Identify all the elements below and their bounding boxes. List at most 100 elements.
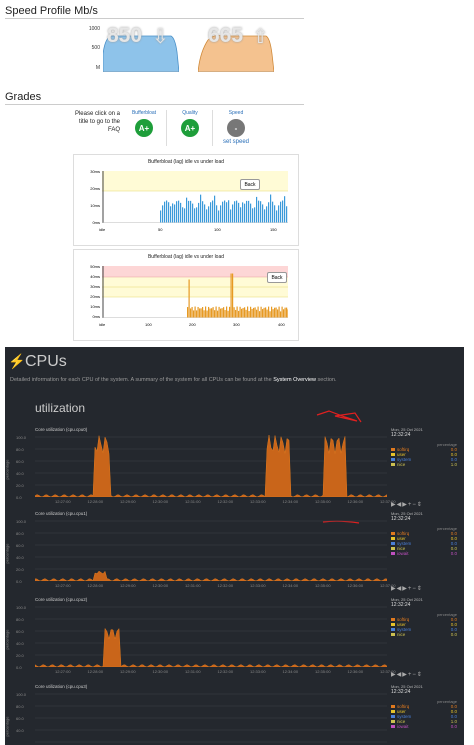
cpu-ytick: 80.0 (16, 447, 24, 452)
grade-bufferbloat[interactable]: Bufferbloat A+ (124, 110, 164, 137)
legend-label: iowait (397, 551, 409, 556)
resize-icon[interactable]: ⇕ (416, 672, 423, 678)
cpu-legend-item[interactable]: nice 0.0 (391, 632, 457, 637)
legend-label: nice (397, 632, 406, 637)
grade-bufferbloat-badge: A+ (135, 119, 153, 137)
cpu-legend-item[interactable]: user 0.0 (391, 452, 457, 457)
cpu-legend-item[interactable]: user 0.0 (391, 622, 457, 627)
cpu-xtick: 12:36:00 (347, 583, 364, 588)
cpu-legend-item[interactable]: system 0.0 (391, 457, 457, 462)
bb1-bar (280, 201, 282, 223)
bb1-bar (224, 200, 226, 223)
bb2-ytick: 20ms (90, 294, 100, 299)
cpu-legend-item[interactable]: softirq 0.0 (391, 617, 457, 622)
bb1-bar (194, 208, 196, 223)
bb2-bar (278, 306, 280, 318)
zoom-in-icon[interactable]: + (407, 672, 413, 678)
zoom-out-icon[interactable]: − (412, 586, 417, 592)
cpu-legend-item[interactable]: softirq 0.0 (391, 531, 457, 536)
grade-quality-label[interactable]: Quality (182, 110, 198, 116)
play-icon[interactable]: ▶ (391, 586, 397, 592)
legend-value: 0.0 (450, 457, 457, 462)
cpu-legend-item[interactable]: iowait 0.0 (391, 551, 457, 556)
bb1-bar (226, 202, 228, 223)
cpu-xtick: 12:27:00 (55, 669, 71, 674)
cpu-legend-item[interactable]: iowait 0.0 (391, 724, 457, 729)
forward-icon[interactable]: ▶ (402, 502, 408, 508)
bb1-bar (244, 203, 246, 223)
cpu-plot (35, 693, 387, 743)
bb2-bar (226, 306, 228, 318)
bb2-bar (254, 307, 256, 318)
cpu-xtick: 12:33:00 (250, 669, 266, 674)
grade-quality[interactable]: Quality A+ (170, 110, 210, 137)
cpu-ytick: 100.0 (16, 435, 27, 440)
legend-value: 0.0 (450, 546, 457, 551)
play-icon[interactable]: ▶ (391, 672, 397, 678)
cpu-legend-unit: percentage (436, 442, 457, 447)
bb2-bar (247, 306, 249, 318)
legend-label: user (397, 709, 406, 714)
bb1-bar (234, 201, 236, 223)
forward-icon[interactable]: ▶ (402, 586, 408, 592)
bb1-bar (230, 209, 232, 223)
bb2-back-button[interactable]: Back (267, 272, 287, 283)
grade-speed-label[interactable]: Speed (228, 110, 244, 116)
bb1-bar (176, 201, 178, 223)
zoom-out-icon[interactable]: − (412, 672, 417, 678)
rewind-icon[interactable]: ◀ (396, 502, 403, 508)
red-scribble-annotation (316, 410, 362, 423)
legend-label: softirq (397, 617, 410, 622)
cpu-ytick: 40.0 (16, 471, 24, 476)
cpu-legend-item[interactable]: user 0.0 (391, 536, 457, 541)
bb1-back-button[interactable]: Back (240, 179, 260, 190)
bb1-bar (260, 201, 262, 223)
resize-icon[interactable]: ⇕ (416, 586, 423, 592)
set-speed-link[interactable]: set speed (222, 139, 250, 145)
forward-icon[interactable]: ▶ (402, 672, 408, 678)
cpu-legend-item[interactable]: nice 1.0 (391, 719, 457, 724)
bb2-bar (212, 307, 214, 318)
bb1-bar (188, 200, 190, 223)
legend-value: 0.0 (450, 617, 457, 622)
grade-bufferbloat-label[interactable]: Bufferbloat (131, 110, 157, 116)
legend-value: 0.0 (450, 536, 457, 541)
rewind-icon[interactable]: ◀ (396, 672, 403, 678)
cpu-legend-item[interactable]: user 0.0 (391, 709, 457, 714)
bb2-bar (251, 308, 253, 318)
cpu-legend-item[interactable]: system 0.0 (391, 541, 457, 546)
resize-icon[interactable]: ⇕ (416, 502, 423, 508)
bb1-bar (272, 201, 274, 223)
cpu-ytick: 0.0 (16, 665, 22, 670)
rewind-icon[interactable]: ◀ (396, 586, 403, 592)
play-icon[interactable]: ▶ (391, 502, 397, 508)
cpu-legend-item[interactable]: system 0.0 (391, 714, 457, 719)
cpu-xtick: 12:29:00 (120, 669, 136, 674)
legend-value: 1.0 (450, 462, 457, 467)
cpu-legend-unit: percentage (436, 612, 457, 617)
cpu-legend-item[interactable]: system 0.0 (391, 627, 457, 632)
cpu-legend-item[interactable]: softirq 0.0 (391, 447, 457, 452)
cpu-legend-item[interactable]: nice 1.0 (391, 462, 457, 467)
zoom-in-icon[interactable]: + (407, 586, 413, 592)
bb2-bar (250, 306, 252, 318)
bb2-bar (187, 307, 189, 318)
legend-swatch (391, 453, 395, 456)
cpu-legend-item[interactable]: nice 0.0 (391, 546, 457, 551)
cpus-panel: ⚡ CPUs Detailed information for each CPU… (5, 347, 464, 745)
bb2-bar (218, 306, 220, 318)
bb2-bar (274, 307, 276, 318)
zoom-in-icon[interactable]: + (407, 502, 413, 508)
bb2-bar (257, 306, 259, 318)
cpu-plot (35, 435, 387, 497)
system-overview-link[interactable]: System Overview (273, 377, 317, 383)
zoom-out-icon[interactable]: − (412, 502, 417, 508)
grade-speed[interactable]: Speed - set speed (216, 110, 256, 145)
legend-value: 0.0 (450, 714, 457, 719)
bb1-ytick: 30ms (90, 169, 100, 174)
legend-label: nice (397, 719, 406, 724)
cpu-legend-item[interactable]: softirq 0.0 (391, 704, 457, 709)
cpu-y-label: percentage (5, 543, 10, 564)
cpu-legend-time: 12:32:24 (391, 432, 411, 438)
bb1-bar (270, 194, 272, 223)
